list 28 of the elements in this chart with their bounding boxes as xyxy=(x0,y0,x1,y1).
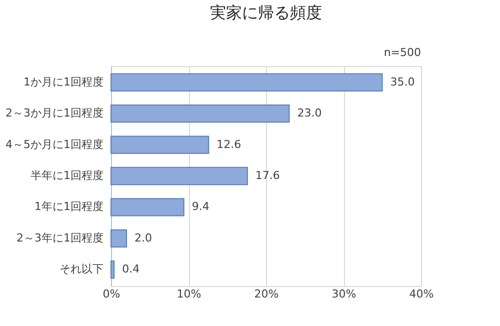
bar xyxy=(110,198,184,216)
x-tick-label: 30% xyxy=(332,288,356,300)
bar xyxy=(110,73,383,92)
text: n=500 xyxy=(384,46,421,59)
data-label: 12.6 xyxy=(216,138,242,151)
bar xyxy=(110,229,127,248)
x-tick-label: 20% xyxy=(254,288,279,300)
bar xyxy=(110,136,210,154)
bar xyxy=(110,260,115,279)
data-label: 35.0 xyxy=(390,75,415,88)
data-label: 0.4 xyxy=(122,262,140,276)
y-tick-label: 半年に1回程度 xyxy=(30,169,104,182)
bar xyxy=(110,166,248,186)
x-tick-label: 40% xyxy=(409,288,434,300)
data-label: 9.4 xyxy=(192,200,210,214)
y-tick-label: 2～3年に1回程度 xyxy=(16,231,104,244)
x-tick-label: 10% xyxy=(176,288,202,300)
chart-title: 実家に帰る頻度 xyxy=(210,3,322,22)
data-label: 2.0 xyxy=(134,231,152,244)
bar xyxy=(110,104,290,123)
data-label: 17.6 xyxy=(255,169,280,182)
y-tick-label: 4～5か月に1回程度 xyxy=(6,138,104,151)
y-tick-label: それ以下 xyxy=(60,262,104,276)
data-label: 23.0 xyxy=(297,106,322,120)
y-tick-label: 1年に1回程度 xyxy=(34,200,104,214)
y-tick-label: 1か月に1回程度 xyxy=(24,75,104,88)
y-tick-label: 2～3か月に1回程度 xyxy=(6,106,104,120)
x-tick-label: 0% xyxy=(102,288,120,300)
